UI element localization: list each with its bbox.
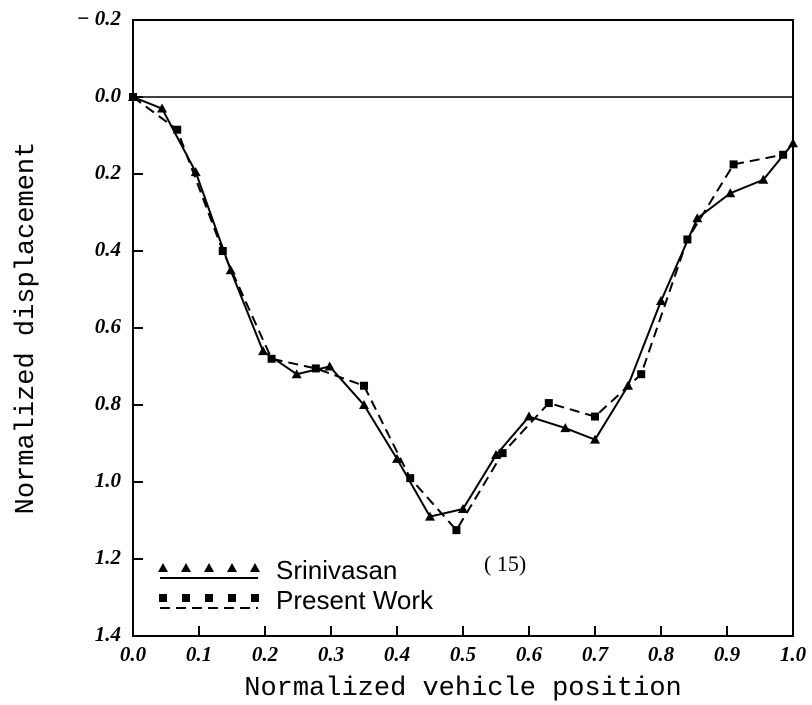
data-point: [225, 265, 236, 275]
x-tick-label: 0.9: [714, 642, 741, 666]
legend-marker: [204, 563, 214, 572]
data-point: [491, 450, 501, 460]
data-point: [656, 296, 666, 306]
legend-marker: [159, 594, 167, 602]
data-point: [591, 412, 599, 421]
x-tick-label: 0.7: [582, 642, 610, 666]
y-tick-label: 1.0: [95, 468, 122, 492]
x-tick-label: 0.4: [384, 642, 410, 666]
x-tick-label: 1.0: [780, 642, 807, 666]
data-point: [157, 103, 168, 113]
x-tick-label: 0.1: [186, 642, 212, 666]
data-point: [392, 453, 402, 463]
y-tick-label: 0.0: [95, 83, 122, 107]
x-axis-label: Normalized vehicle position: [244, 674, 681, 704]
data-point: [258, 346, 269, 356]
data-point: [425, 511, 435, 521]
data-point: [779, 150, 788, 159]
data-point: [725, 188, 736, 198]
x-tick-label: 0.0: [120, 642, 147, 666]
data-point: [758, 174, 769, 184]
data-point: [291, 369, 302, 379]
data-point: [590, 434, 600, 444]
data-point: [544, 399, 553, 408]
data-point: [498, 449, 507, 458]
data-point: [406, 474, 415, 483]
legend-marker: [227, 563, 237, 572]
x-tick-label: 0.5: [450, 642, 476, 666]
data-point: [788, 138, 798, 148]
legend-marker: [158, 563, 168, 572]
data-point: [458, 503, 468, 513]
data-point: [452, 526, 461, 535]
data-point: [324, 361, 335, 371]
data-point: [359, 400, 369, 409]
x-tick-label: 0.8: [648, 642, 675, 666]
y-tick-label: 0.6: [95, 314, 122, 338]
y-tick-label: 0.8: [95, 391, 122, 415]
legend-marker: [182, 594, 190, 602]
y-tick-label: 1.4: [95, 622, 121, 646]
data-point: [311, 364, 320, 373]
plot-frame: [132, 19, 794, 637]
y-tick-label: 1.2: [95, 545, 122, 569]
y-tick-label: 0.4: [95, 237, 121, 261]
data-point: [360, 381, 368, 390]
data-point: [173, 125, 182, 134]
data-point: [637, 370, 646, 379]
data-point: [683, 235, 692, 244]
legend-marker: [205, 594, 213, 602]
data-point: [729, 160, 738, 169]
annotation: ( 15): [484, 551, 526, 576]
y-tick-label: − 0.2: [77, 6, 122, 30]
data-point: [267, 354, 276, 363]
data-point: [524, 411, 534, 421]
series-line: [132, 96, 784, 532]
data-point: [560, 423, 571, 433]
x-tick-label: 0.6: [516, 642, 543, 666]
legend-label: Srinivasan: [276, 555, 397, 585]
x-tick-label: 0.3: [318, 642, 344, 666]
legend-label: Present Work: [276, 585, 434, 615]
legend-marker: [181, 563, 191, 572]
legend-marker: [228, 594, 236, 602]
y-axis-label: Normalized displacement: [12, 142, 42, 515]
y-tick-label: 0.2: [95, 160, 122, 184]
data-point: [129, 93, 137, 101]
data-point: [218, 247, 227, 255]
x-tick-label: 0.2: [252, 642, 279, 666]
legend-marker: [250, 563, 260, 572]
data-point: [692, 213, 703, 223]
legend-marker: [251, 594, 259, 602]
series-line: [132, 96, 794, 518]
